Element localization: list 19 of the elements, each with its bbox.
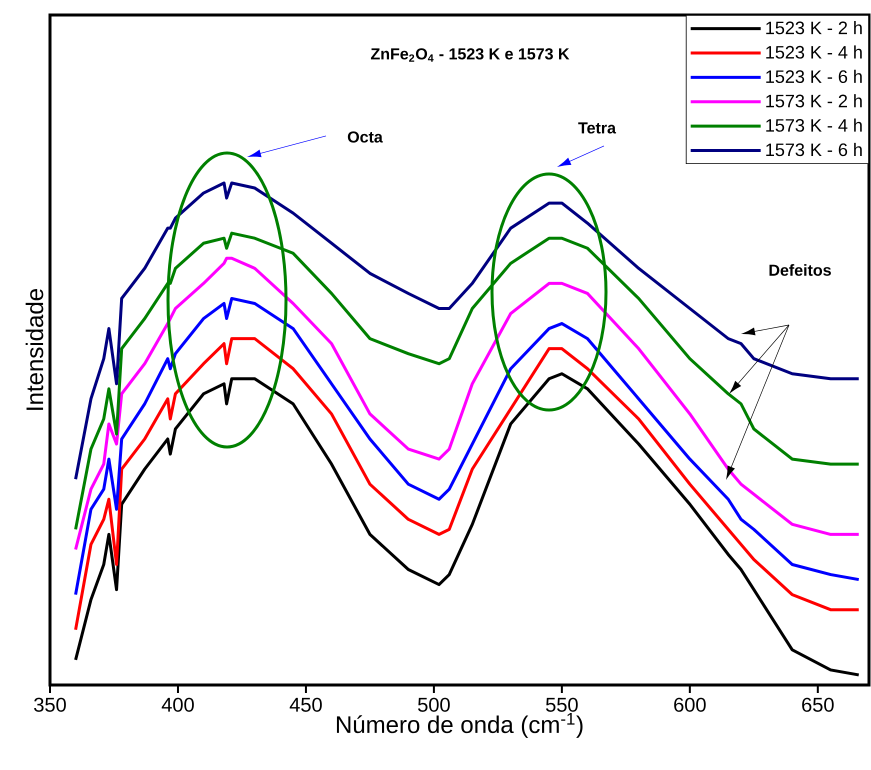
x-tick-label: 350 (34, 698, 66, 712)
x-tick-label: 500 (418, 698, 450, 712)
legend-label: 1573 K - 4 h (766, 118, 862, 132)
y-axis-title: Intensidade (26, 289, 44, 410)
x-tick-label: 650 (802, 698, 834, 712)
legend-label: 1523 K - 2 h (766, 21, 862, 34)
annotation: Defeitos (770, 264, 831, 276)
legend-label: 1523 K - 6 h (766, 70, 862, 84)
legend-label: 1573 K - 2 h (766, 94, 862, 108)
chart-title: ZnFe$_{2}$O$_{4}$ - 1523 K e 1573 K (370, 48, 570, 62)
x-tick-label: 550 (546, 698, 578, 712)
x-tick-label: 400 (162, 698, 194, 712)
text: Tetra (578, 122, 616, 134)
x-axis-title: Número de onda (cm$^{-1}$) (336, 713, 583, 738)
x-tick-label: 600 (674, 698, 706, 712)
text: Octa (348, 131, 383, 143)
legend-label: 1573 K - 6 h (766, 142, 862, 156)
legend-label: 1523 K - 4 h (766, 45, 862, 59)
x-tick-label: 450 (290, 698, 322, 712)
